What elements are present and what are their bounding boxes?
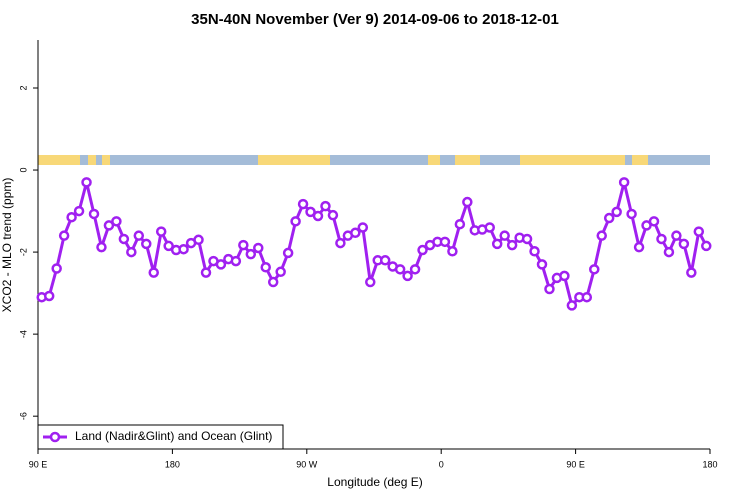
x-axis-label: Longitude (deg E) [327, 475, 422, 489]
data-point [118, 233, 130, 245]
data-point [133, 230, 145, 241]
data-point [439, 236, 451, 248]
data-point [260, 262, 271, 273]
data-point [148, 267, 159, 278]
data-point [596, 230, 607, 241]
data-point [589, 264, 600, 275]
data-point [559, 270, 570, 282]
data-point [536, 259, 548, 270]
data-point [88, 208, 100, 220]
data-point [193, 234, 204, 246]
data-point [402, 270, 413, 282]
data-point [126, 246, 137, 258]
data-point [178, 243, 189, 255]
data-point [43, 290, 55, 302]
data-point [155, 226, 167, 237]
data-point [275, 266, 286, 278]
x-tick-label: 180 [165, 459, 180, 469]
data-point [357, 222, 369, 233]
data-point [215, 259, 227, 270]
land-ocean-strip [38, 155, 710, 165]
data-point [618, 177, 630, 188]
data-point [305, 206, 316, 218]
data-point [111, 216, 122, 227]
data-point [544, 283, 555, 295]
data-point [81, 177, 92, 188]
y-tick-label: 0 [18, 168, 28, 173]
x-tick-label: 90 E [29, 459, 48, 469]
data-point [454, 218, 466, 230]
data-point [686, 267, 697, 278]
data-point [245, 248, 257, 260]
data-point [394, 264, 406, 275]
data-point [320, 200, 331, 212]
data-point [163, 240, 174, 252]
data-point [200, 267, 212, 278]
data-point [335, 237, 346, 249]
data-point [581, 291, 593, 303]
data-point [417, 244, 428, 256]
data-point [462, 196, 473, 208]
data-point [641, 220, 652, 231]
data-point [521, 233, 533, 245]
data-point [51, 263, 62, 274]
legend-box [37, 424, 284, 450]
y-axis-label: XCO2 - MLO trend (ppm) [0, 178, 14, 313]
data-point [603, 212, 615, 224]
data-point [230, 255, 242, 267]
data-point [66, 211, 77, 223]
data-point [365, 276, 376, 288]
y-tick-label: -4 [18, 330, 28, 338]
data-point [73, 205, 85, 217]
data-point [253, 242, 264, 254]
data-point [663, 246, 675, 258]
x-tick-label: 180 [702, 459, 717, 469]
data-point [103, 220, 115, 231]
x-tick-label: 90 E [566, 459, 585, 469]
data-point [238, 239, 249, 251]
data-point [566, 300, 578, 311]
data-point [379, 255, 391, 266]
data-point [701, 240, 712, 252]
chart-title: 35N-40N November (Ver 9) 2014-09-06 to 2… [191, 11, 559, 28]
data-point [656, 233, 667, 245]
data-point [312, 210, 324, 222]
data-point [297, 198, 309, 210]
data-point [499, 230, 510, 241]
data-point [506, 239, 518, 251]
data-point [626, 208, 637, 220]
legend-label: Land (Nadir&Glint) and Ocean (Glint) [75, 429, 272, 443]
data-point [58, 230, 70, 241]
data-point [648, 216, 660, 227]
data-point [671, 230, 682, 241]
data-point [447, 246, 458, 257]
data-point [282, 247, 294, 259]
data-point [409, 264, 421, 275]
data-point [267, 276, 279, 288]
data-point [491, 238, 503, 250]
data-point [529, 246, 540, 257]
data-point [290, 216, 301, 227]
data-point [693, 226, 705, 237]
data-point [678, 238, 690, 250]
data-point [141, 238, 152, 250]
data-point [350, 227, 361, 239]
data-point [484, 222, 495, 233]
legend-marker [49, 431, 61, 443]
data-point [633, 241, 645, 253]
data-point [327, 209, 339, 221]
data-point [611, 206, 622, 218]
x-tick-label: 0 [439, 459, 444, 469]
y-tick-label: 2 [18, 85, 28, 90]
x-tick-label: 90 W [296, 459, 318, 469]
y-tick-label: -2 [18, 248, 28, 256]
y-tick-label: -6 [18, 412, 28, 420]
data-point [96, 241, 107, 253]
